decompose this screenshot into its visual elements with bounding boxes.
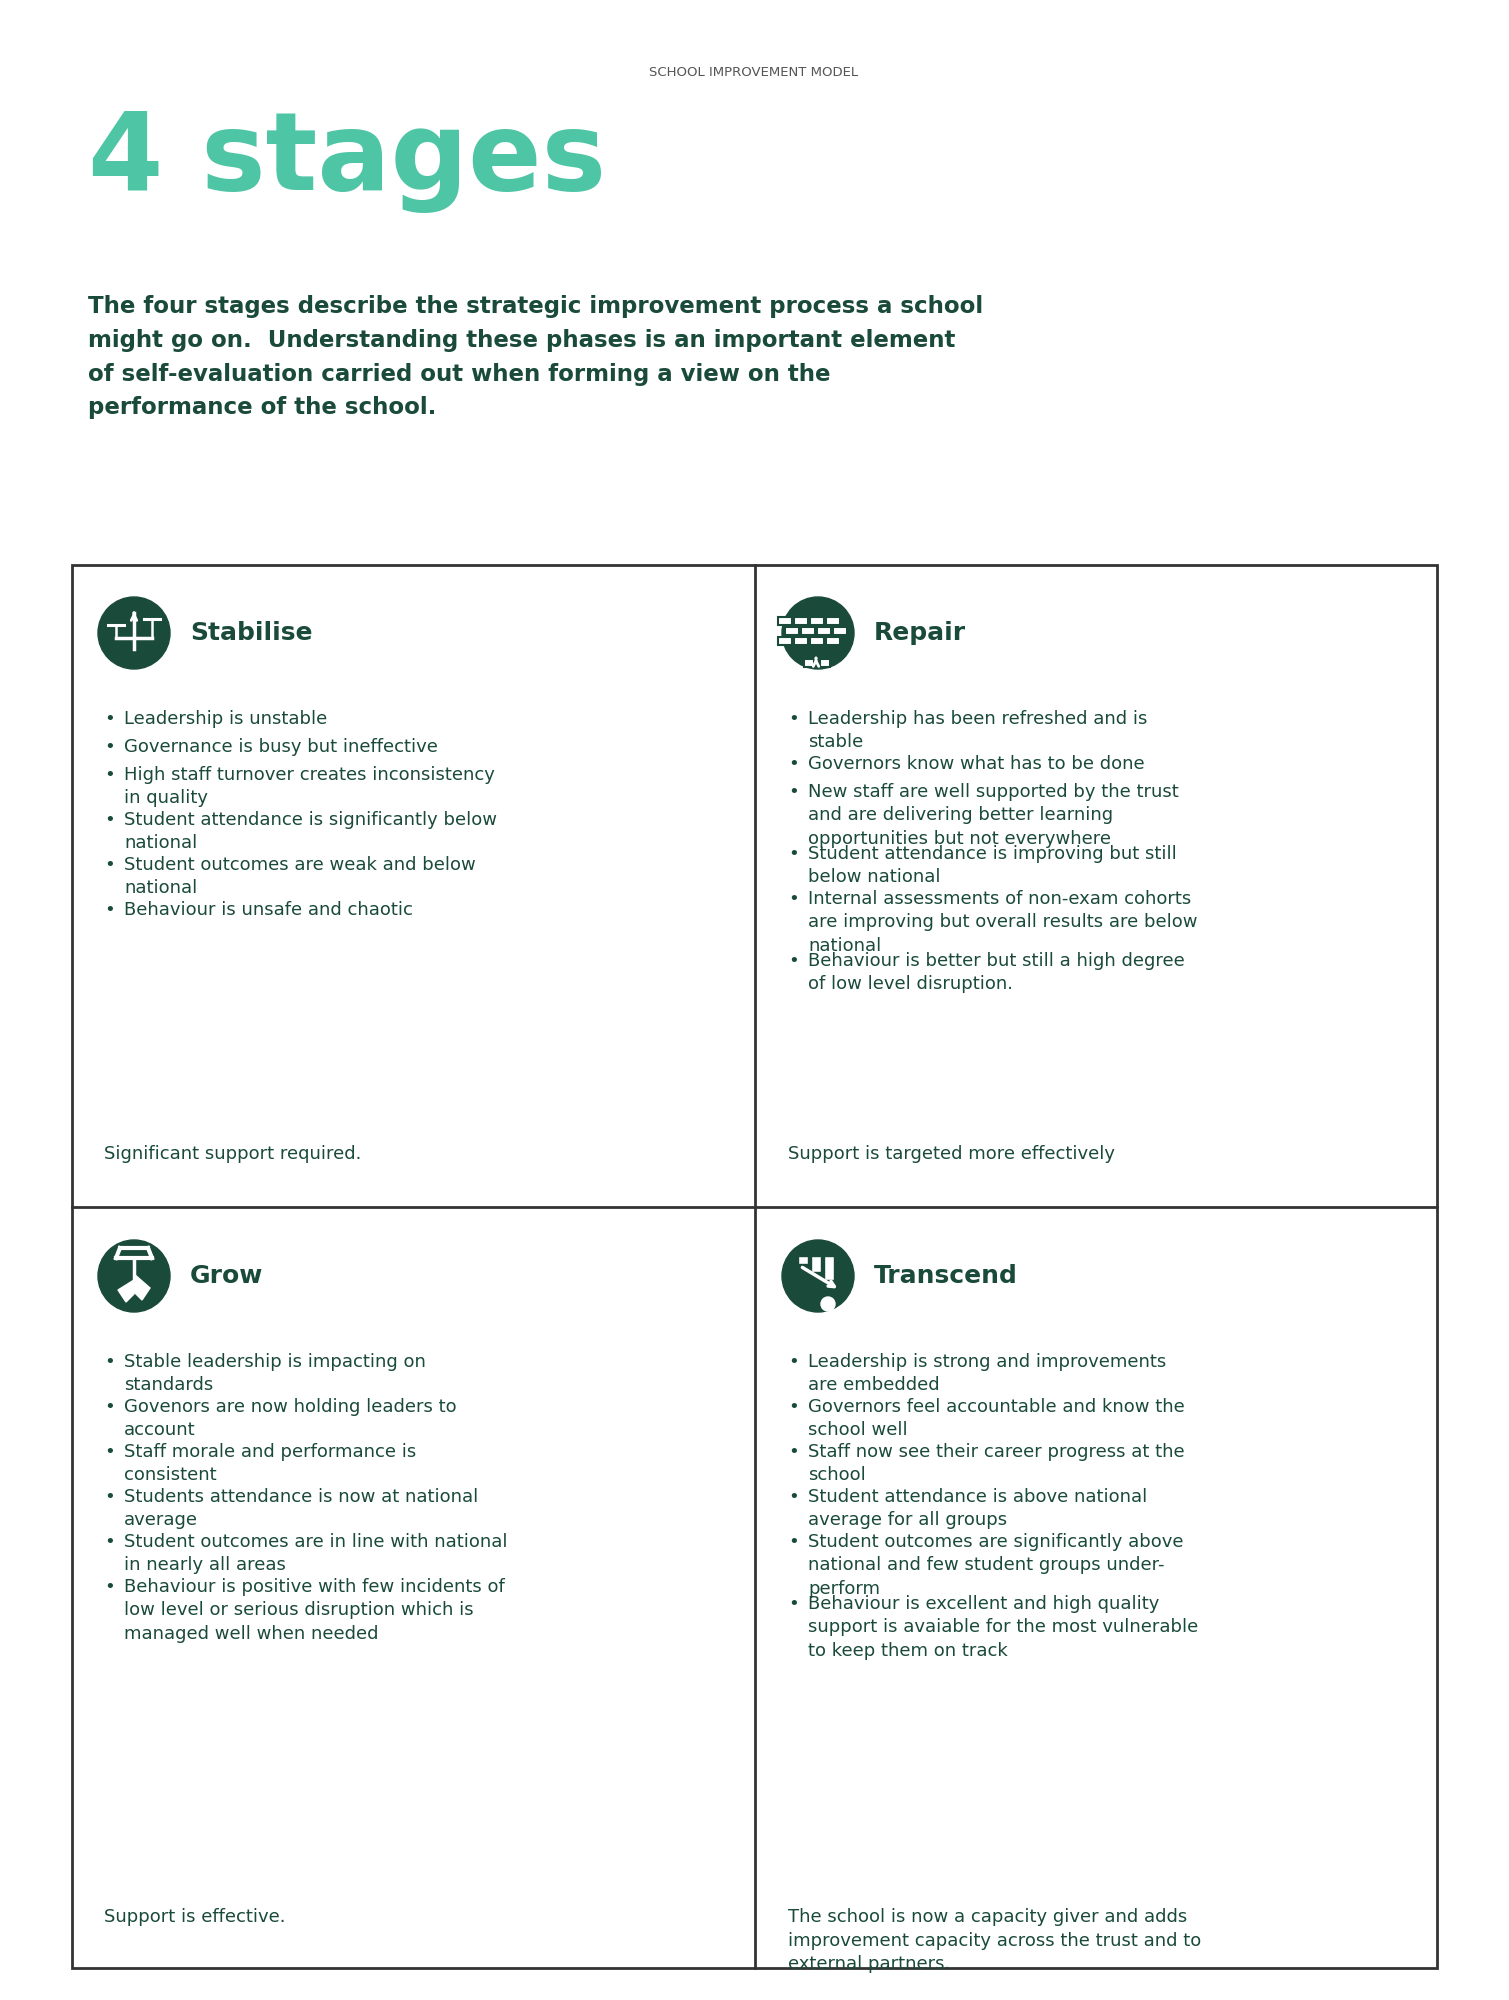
- Text: •: •: [104, 1532, 115, 1552]
- FancyBboxPatch shape: [72, 564, 1437, 1968]
- Text: SCHOOL IMPROVEMENT MODEL: SCHOOL IMPROVEMENT MODEL: [649, 66, 859, 78]
- FancyBboxPatch shape: [779, 636, 792, 644]
- Text: •: •: [788, 754, 798, 772]
- Circle shape: [98, 1240, 171, 1312]
- Text: •: •: [104, 1578, 115, 1596]
- Text: •: •: [104, 1398, 115, 1416]
- Text: Staff now see their career progress at the
school: Staff now see their career progress at t…: [807, 1444, 1185, 1484]
- FancyBboxPatch shape: [819, 660, 830, 668]
- Text: Support is effective.: Support is effective.: [104, 1908, 285, 1926]
- Text: •: •: [788, 1532, 798, 1552]
- Text: •: •: [788, 844, 798, 864]
- Text: Internal assessments of non-exam cohorts
are improving but overall results are b: Internal assessments of non-exam cohorts…: [807, 890, 1198, 954]
- FancyBboxPatch shape: [785, 628, 798, 636]
- Text: Significant support required.: Significant support required.: [104, 1144, 361, 1164]
- Text: Student attendance is improving but still
below national: Student attendance is improving but stil…: [807, 844, 1177, 886]
- FancyBboxPatch shape: [810, 636, 824, 644]
- Circle shape: [782, 1240, 854, 1312]
- FancyBboxPatch shape: [816, 628, 831, 636]
- Text: Stabilise: Stabilise: [190, 620, 312, 644]
- FancyBboxPatch shape: [794, 636, 807, 644]
- Text: •: •: [104, 812, 115, 828]
- Text: New staff are well supported by the trust
and are delivering better learning
opp: New staff are well supported by the trus…: [807, 782, 1179, 848]
- FancyBboxPatch shape: [801, 628, 815, 636]
- Text: Leadership is unstable: Leadership is unstable: [124, 710, 327, 728]
- Text: Behaviour is excellent and high quality
support is avaiable for the most vulnera: Behaviour is excellent and high quality …: [807, 1596, 1198, 1660]
- Circle shape: [821, 1296, 834, 1312]
- FancyBboxPatch shape: [825, 636, 841, 644]
- Polygon shape: [118, 1280, 134, 1302]
- Text: •: •: [104, 1352, 115, 1372]
- Text: High staff turnover creates inconsistency
in quality: High staff turnover creates inconsistenc…: [124, 766, 495, 808]
- Bar: [810, 1256, 821, 1272]
- Circle shape: [782, 596, 854, 668]
- Text: •: •: [788, 710, 798, 728]
- Text: Repair: Repair: [874, 620, 966, 644]
- Text: Student outcomes are significantly above
national and few student groups under-
: Student outcomes are significantly above…: [807, 1532, 1183, 1598]
- Text: Leadership is strong and improvements
are embedded: Leadership is strong and improvements ar…: [807, 1352, 1166, 1394]
- Text: Governance is busy but ineffective: Governance is busy but ineffective: [124, 738, 438, 756]
- Text: Behaviour is better but still a high degree
of low level disruption.: Behaviour is better but still a high deg…: [807, 952, 1185, 994]
- FancyBboxPatch shape: [825, 616, 841, 624]
- Text: •: •: [104, 1444, 115, 1460]
- Text: Governors feel accountable and know the
school well: Governors feel accountable and know the …: [807, 1398, 1185, 1440]
- Text: Student outcomes are in line with national
in nearly all areas: Student outcomes are in line with nation…: [124, 1532, 507, 1574]
- Text: The four stages describe the strategic improvement process a school
might go on.: The four stages describe the strategic i…: [88, 294, 984, 420]
- Text: •: •: [788, 1352, 798, 1372]
- Bar: [798, 1256, 807, 1264]
- Text: •: •: [788, 952, 798, 970]
- Text: Grow: Grow: [190, 1264, 264, 1288]
- Text: Govenors are now holding leaders to
account: Govenors are now holding leaders to acco…: [124, 1398, 457, 1440]
- Text: •: •: [104, 900, 115, 920]
- Text: Transcend: Transcend: [874, 1264, 1019, 1288]
- Text: Behaviour is positive with few incidents of
low level or serious disruption whic: Behaviour is positive with few incidents…: [124, 1578, 504, 1642]
- FancyBboxPatch shape: [804, 660, 813, 668]
- Text: •: •: [104, 766, 115, 784]
- FancyBboxPatch shape: [810, 616, 824, 624]
- Polygon shape: [134, 1274, 149, 1300]
- Text: Behaviour is unsafe and chaotic: Behaviour is unsafe and chaotic: [124, 900, 413, 920]
- Text: Governors know what has to be done: Governors know what has to be done: [807, 754, 1145, 772]
- Text: Staff morale and performance is
consistent: Staff morale and performance is consiste…: [124, 1444, 416, 1484]
- Text: •: •: [788, 1596, 798, 1612]
- Text: 4 stages: 4 stages: [88, 106, 607, 212]
- Bar: [824, 1256, 834, 1280]
- Text: •: •: [788, 1444, 798, 1460]
- Text: Leadership has been refreshed and is
stable: Leadership has been refreshed and is sta…: [807, 710, 1147, 752]
- Text: Stable leadership is impacting on
standards: Stable leadership is impacting on standa…: [124, 1352, 426, 1394]
- FancyBboxPatch shape: [779, 616, 792, 624]
- Text: •: •: [104, 1488, 115, 1506]
- Text: •: •: [788, 890, 798, 908]
- Text: The school is now a capacity giver and adds
improvement capacity across the trus: The school is now a capacity giver and a…: [788, 1908, 1201, 1974]
- Text: •: •: [104, 710, 115, 728]
- Text: •: •: [104, 856, 115, 874]
- Text: •: •: [788, 1488, 798, 1506]
- Text: •: •: [104, 738, 115, 756]
- Text: •: •: [788, 782, 798, 800]
- Text: Student attendance is significantly below
national: Student attendance is significantly belo…: [124, 812, 496, 852]
- FancyBboxPatch shape: [794, 616, 807, 624]
- Circle shape: [98, 596, 171, 668]
- FancyBboxPatch shape: [833, 628, 847, 636]
- Text: Students attendance is now at national
average: Students attendance is now at national a…: [124, 1488, 478, 1530]
- Text: Student attendance is above national
average for all groups: Student attendance is above national ave…: [807, 1488, 1147, 1530]
- Text: Student outcomes are weak and below
national: Student outcomes are weak and below nati…: [124, 856, 475, 898]
- Text: •: •: [788, 1398, 798, 1416]
- Text: Support is targeted more effectively: Support is targeted more effectively: [788, 1144, 1115, 1164]
